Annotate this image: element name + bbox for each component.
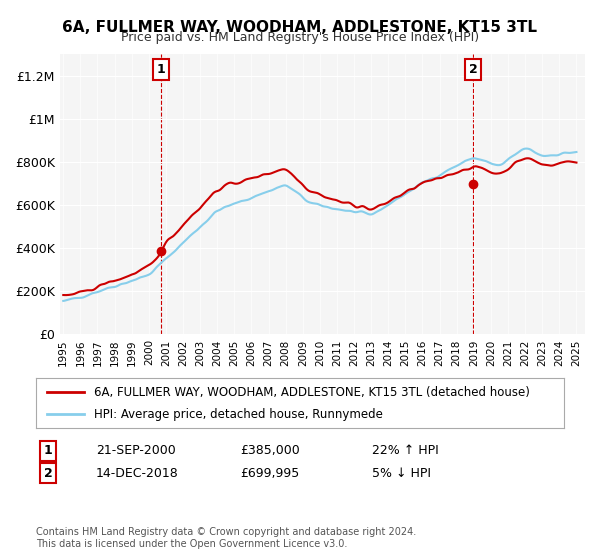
Text: 1: 1 (44, 444, 52, 458)
Text: 2: 2 (469, 63, 478, 76)
Text: 22% ↑ HPI: 22% ↑ HPI (372, 444, 439, 458)
Text: £699,995: £699,995 (240, 466, 299, 480)
Text: HPI: Average price, detached house, Runnymede: HPI: Average price, detached house, Runn… (94, 408, 383, 421)
Text: 6A, FULLMER WAY, WOODHAM, ADDLESTONE, KT15 3TL (detached house): 6A, FULLMER WAY, WOODHAM, ADDLESTONE, KT… (94, 386, 530, 399)
Text: £385,000: £385,000 (240, 444, 300, 458)
Text: 14-DEC-2018: 14-DEC-2018 (96, 466, 179, 480)
Text: 2: 2 (44, 466, 52, 480)
Text: 5% ↓ HPI: 5% ↓ HPI (372, 466, 431, 480)
Text: Price paid vs. HM Land Registry's House Price Index (HPI): Price paid vs. HM Land Registry's House … (121, 31, 479, 44)
Text: 1: 1 (157, 63, 166, 76)
Text: 21-SEP-2000: 21-SEP-2000 (96, 444, 176, 458)
Text: Contains HM Land Registry data © Crown copyright and database right 2024.
This d: Contains HM Land Registry data © Crown c… (36, 527, 416, 549)
Text: 6A, FULLMER WAY, WOODHAM, ADDLESTONE, KT15 3TL: 6A, FULLMER WAY, WOODHAM, ADDLESTONE, KT… (62, 20, 538, 35)
